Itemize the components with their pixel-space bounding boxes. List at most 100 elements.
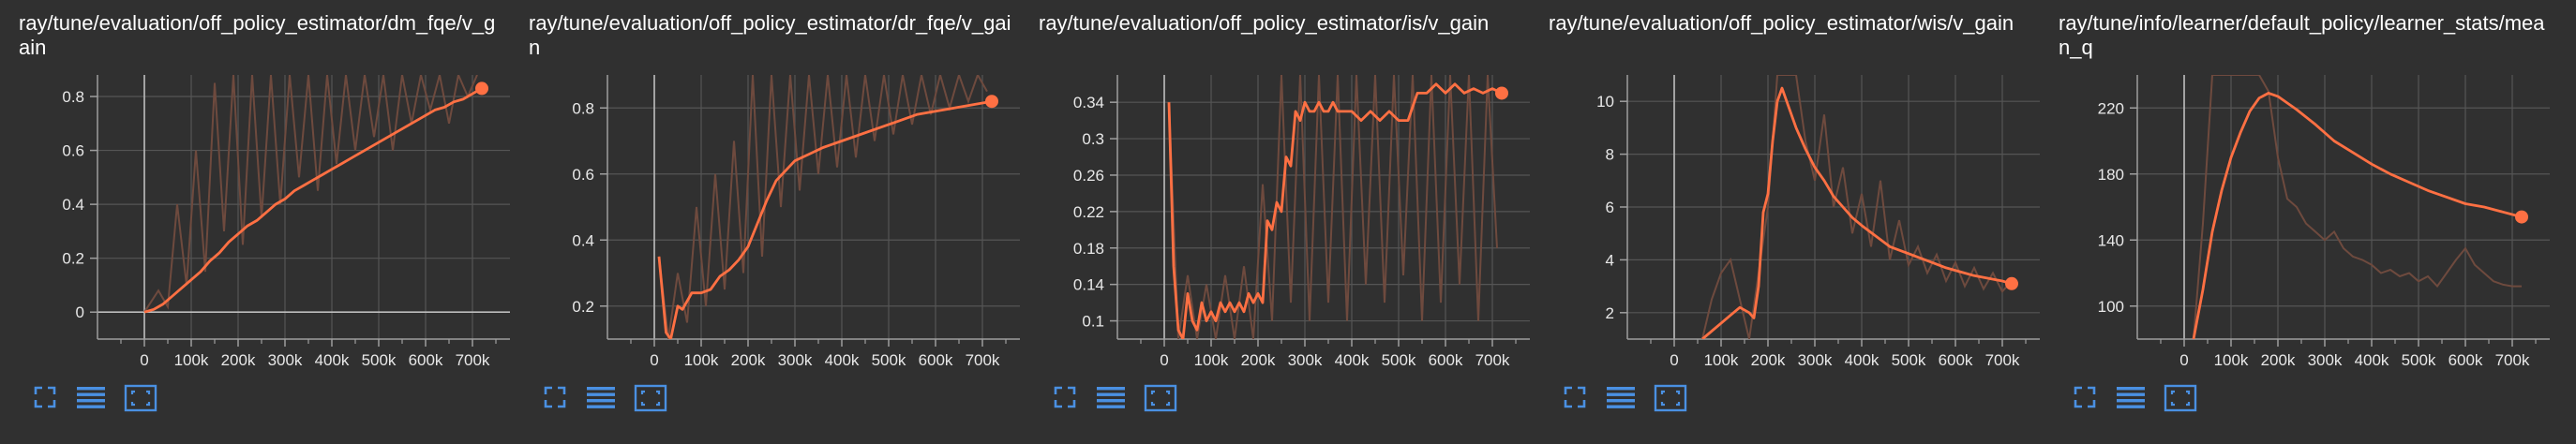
fit-domain-icon[interactable] bbox=[634, 384, 667, 418]
x-tick-label: 600k bbox=[919, 351, 953, 369]
y-tick-label: 140 bbox=[2098, 231, 2124, 249]
x-tick-label: 200k bbox=[221, 351, 256, 369]
chart-panel: ray/tune/evaluation/off_policy_estimator… bbox=[510, 0, 1020, 444]
y-tick-label: 0.8 bbox=[62, 88, 84, 106]
y-tick-label: 0.22 bbox=[1073, 203, 1104, 221]
fit-domain-icon[interactable] bbox=[124, 384, 157, 418]
x-tick-label: 700k bbox=[1985, 351, 2020, 369]
fit-domain-icon[interactable] bbox=[1144, 384, 1177, 418]
grid bbox=[2137, 75, 2550, 339]
y-tick-label: 10 bbox=[1596, 93, 1614, 111]
x-tick-label: 200k bbox=[1751, 351, 1786, 369]
x-tick-label: 200k bbox=[731, 351, 766, 369]
x-tick-label: 700k bbox=[456, 351, 490, 369]
x-tick-label: 100k bbox=[684, 351, 719, 369]
series-group bbox=[1701, 75, 2013, 339]
last-point-marker[interactable] bbox=[475, 81, 488, 96]
x-tick-label: 400k bbox=[315, 351, 350, 369]
chart-title: ray/tune/evaluation/off_policy_estimator… bbox=[1039, 11, 1490, 35]
x-tick-label: 500k bbox=[1892, 351, 1926, 369]
y-tick-label: 0.2 bbox=[62, 250, 84, 268]
series-group bbox=[143, 75, 483, 314]
raw-series-line bbox=[2193, 75, 2522, 339]
grid bbox=[1627, 75, 2040, 339]
x-ticks: 0 100k 200k 300k 400k 500k 600k 700k bbox=[2160, 339, 2537, 369]
x-tick-label: 100k bbox=[2214, 351, 2249, 369]
y-ticks: 2 4 6 8 10 bbox=[1596, 93, 1627, 322]
smoothed-series-line bbox=[143, 87, 483, 314]
x-tick-label: 600k bbox=[1939, 351, 1973, 369]
fullscreen-icon[interactable] bbox=[1562, 384, 1595, 418]
chart-panel: ray/tune/evaluation/off_policy_estimator… bbox=[1020, 0, 1530, 444]
x-tick-label: 0 bbox=[650, 351, 658, 369]
x-tick-label: 600k bbox=[2449, 351, 2483, 369]
fullscreen-icon[interactable] bbox=[32, 384, 66, 418]
y-tick-label: 0.34 bbox=[1073, 94, 1104, 111]
fit-domain-icon[interactable] bbox=[2164, 384, 2197, 418]
line-chart[interactable]: 0.2 0.4 0.6 0.8 0 100k 200k 300k 400k 500k 600k 700… bbox=[510, 0, 1020, 375]
y-ticks: 100 140 180 220 bbox=[2098, 99, 2137, 316]
raw-series-line bbox=[1701, 75, 2013, 339]
x-tick-label: 0 bbox=[1160, 351, 1168, 369]
x-tick-label: 500k bbox=[1382, 351, 1416, 369]
toggle-y-axis-log-icon[interactable] bbox=[585, 384, 619, 418]
chart-panel: ray/tune/evaluation/off_policy_estimator… bbox=[0, 0, 510, 444]
chart-title: ray/tune/evaluation/off_policy_estimator… bbox=[1549, 11, 2014, 35]
last-point-marker[interactable] bbox=[2005, 276, 2018, 290]
smoothed-series-line bbox=[657, 99, 993, 339]
fullscreen-icon[interactable] bbox=[542, 384, 576, 418]
y-tick-label: 180 bbox=[2098, 166, 2124, 184]
y-tick-label: 2 bbox=[1606, 304, 1614, 322]
y-ticks: 0.2 0.4 0.6 0.8 bbox=[572, 99, 607, 316]
x-tick-label: 200k bbox=[1241, 351, 1276, 369]
x-tick-label: 0 bbox=[2179, 351, 2188, 369]
x-tick-label: 400k bbox=[825, 351, 860, 369]
toggle-y-axis-log-icon[interactable] bbox=[2115, 384, 2149, 418]
x-tick-label: 600k bbox=[409, 351, 443, 369]
x-tick-label: 300k bbox=[778, 351, 813, 369]
y-tick-label: 0.6 bbox=[62, 142, 84, 160]
x-ticks: 0 100k 200k 300k 400k 500k 600k 700k bbox=[1140, 339, 1517, 369]
fit-domain-icon[interactable] bbox=[1654, 384, 1687, 418]
toggle-y-axis-log-icon[interactable] bbox=[75, 384, 109, 418]
x-tick-label: 0 bbox=[1670, 351, 1678, 369]
fullscreen-icon[interactable] bbox=[2072, 384, 2105, 418]
line-chart[interactable]: 2 4 6 8 10 0 100k 200k 300k 400k 500k 600k 700k bbox=[1530, 0, 2040, 375]
y-tick-label: 8 bbox=[1606, 146, 1614, 164]
last-point-marker[interactable] bbox=[2515, 210, 2528, 224]
last-point-marker[interactable] bbox=[985, 95, 998, 109]
x-tick-label: 700k bbox=[1475, 351, 1510, 369]
smoothed-series-line bbox=[2192, 92, 2523, 339]
line-chart[interactable]: 0 0.2 0.4 0.6 0.8 0 100k 200k 300k 400k 500k 600k 70… bbox=[0, 0, 510, 375]
line-chart[interactable]: 100 140 180 220 0 100k 200k 300k 400k 500k 600k 700… bbox=[2040, 0, 2550, 375]
x-tick-label: 400k bbox=[1335, 351, 1370, 369]
line-chart[interactable]: 0.1 0.14 0.18 0.22 0.26 0.3 0.34 0 100k 200k 300k 4… bbox=[1020, 0, 1530, 375]
x-tick-label: 200k bbox=[2261, 351, 2296, 369]
toggle-y-axis-log-icon[interactable] bbox=[1095, 384, 1129, 418]
chart-panel: ray/tune/info/learner/default_policy/lea… bbox=[2040, 0, 2550, 444]
x-tick-label: 100k bbox=[174, 351, 209, 369]
x-tick-label: 100k bbox=[1704, 351, 1739, 369]
x-tick-label: 700k bbox=[966, 351, 1000, 369]
last-point-marker[interactable] bbox=[1495, 86, 1508, 100]
raw-series-line bbox=[1168, 75, 1498, 339]
x-tick-label: 400k bbox=[1845, 351, 1880, 369]
toggle-y-axis-log-icon[interactable] bbox=[1605, 384, 1639, 418]
y-tick-label: 0.8 bbox=[572, 99, 594, 117]
fullscreen-icon[interactable] bbox=[1052, 384, 1086, 418]
y-tick-label: 0.4 bbox=[62, 196, 84, 214]
chart-title: ray/tune/info/learner/default_policy/lea… bbox=[2059, 11, 2545, 59]
raw-series-line bbox=[143, 75, 478, 313]
x-tick-label: 400k bbox=[2355, 351, 2389, 369]
x-tick-label: 300k bbox=[1288, 351, 1323, 369]
y-tick-label: 0.4 bbox=[572, 231, 594, 249]
raw-series-line bbox=[658, 75, 988, 339]
series-group bbox=[1167, 75, 1503, 339]
y-tick-label: 0.2 bbox=[572, 298, 594, 316]
chart-title: ray/tune/evaluation/off_policy_estimator… bbox=[19, 11, 496, 59]
x-tick-label: 600k bbox=[1429, 351, 1463, 369]
y-ticks: 0.1 0.14 0.18 0.22 0.26 0.3 0.34 bbox=[1073, 94, 1117, 331]
series-group bbox=[2192, 75, 2523, 339]
y-tick-label: 0.3 bbox=[1082, 130, 1104, 148]
